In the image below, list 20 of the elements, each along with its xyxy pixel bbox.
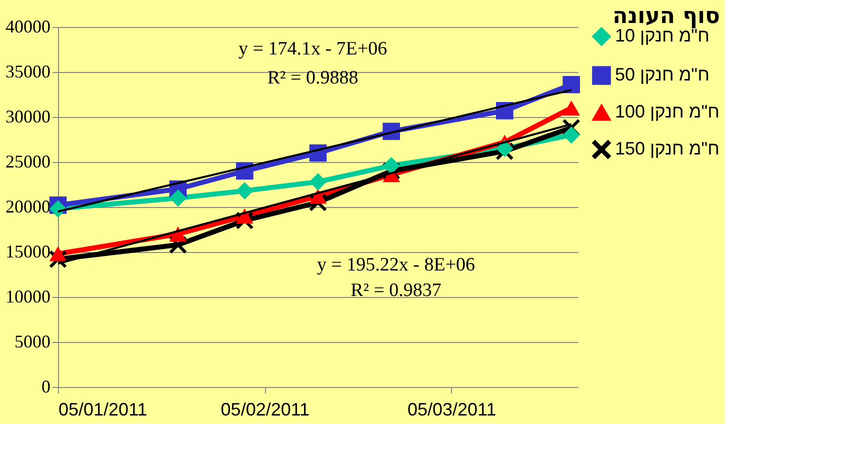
x-tick-label: 05/03/2011 (407, 400, 496, 420)
annotation: y = 174.1x - 7E+06 (238, 38, 388, 60)
y-tick-label: 40000 (6, 16, 50, 36)
annotation: y = 195.22x - 8E+06 (316, 254, 476, 276)
y-tick-label: 25000 (6, 152, 50, 172)
y-tick-label: 5000 (14, 332, 50, 352)
y-tick-label: 10000 (6, 286, 50, 306)
y-tick-label: 20000 (6, 196, 50, 216)
x-tick-label: 05/02/2011 (220, 400, 310, 420)
annotation: R² = 0.9888 (267, 67, 358, 88)
y-tick-label: 35000 (6, 62, 50, 82)
text: סוף העונה (612, 4, 720, 29)
x-tick-label: 05/01/2011 (58, 400, 148, 420)
annotation: R² = 0.9837 (350, 280, 442, 301)
legend-label: 150 ח"מ חנקן (615, 138, 720, 158)
y-tick-label: 30000 (6, 106, 50, 126)
y-tick-label: 15000 (6, 242, 50, 262)
y-tick-label: 0 (42, 376, 50, 396)
legend-label: 100 ח"מ חנקן (615, 102, 720, 122)
legend-label: 50 ח"מ חנקן (615, 64, 710, 84)
